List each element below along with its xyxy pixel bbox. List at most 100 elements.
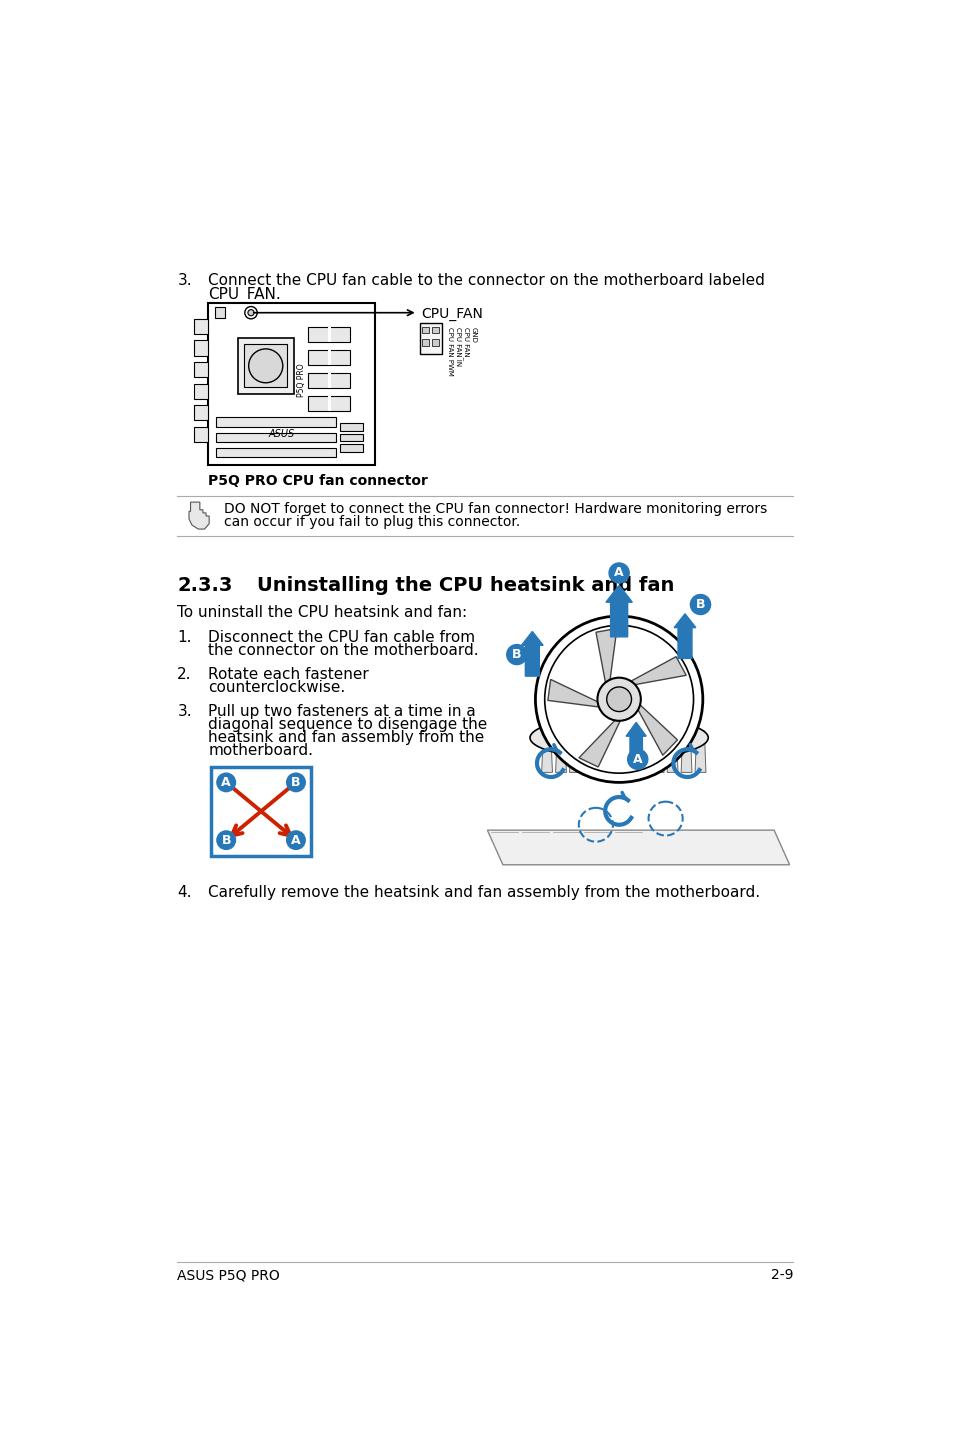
FancyArrow shape	[605, 585, 632, 637]
Ellipse shape	[530, 716, 707, 759]
Circle shape	[216, 831, 235, 850]
Bar	[422, 339, 429, 345]
Polygon shape	[578, 720, 619, 766]
Text: Pull up two fasteners at a time in a: Pull up two fasteners at a time in a	[208, 703, 476, 719]
Circle shape	[608, 562, 629, 582]
Circle shape	[535, 615, 702, 782]
Text: CPU_FAN.: CPU_FAN.	[208, 286, 281, 303]
Bar	[431, 326, 438, 334]
Bar	[328, 395, 331, 411]
Polygon shape	[555, 735, 566, 772]
Text: P5Q PRO: P5Q PRO	[296, 364, 306, 397]
Bar	[419, 322, 441, 354]
Text: counterclockwise.: counterclockwise.	[208, 680, 345, 695]
Bar	[307, 326, 350, 342]
Text: motherboard.: motherboard.	[208, 743, 313, 758]
Bar	[328, 326, 331, 342]
Polygon shape	[541, 738, 552, 772]
Bar	[244, 344, 287, 387]
Polygon shape	[653, 738, 663, 772]
Polygon shape	[597, 738, 608, 772]
Bar	[307, 395, 350, 411]
Text: B: B	[291, 777, 300, 789]
Text: B: B	[695, 598, 704, 611]
Bar	[216, 417, 335, 427]
Text: 3.: 3.	[177, 273, 192, 288]
Circle shape	[597, 677, 640, 720]
Bar	[194, 341, 208, 355]
Bar	[422, 326, 429, 334]
Bar	[194, 319, 208, 334]
Polygon shape	[596, 628, 617, 683]
Polygon shape	[583, 731, 594, 772]
Circle shape	[606, 687, 631, 712]
Circle shape	[248, 309, 253, 316]
Bar	[431, 339, 438, 345]
Text: DO NOT forget to connect the CPU fan connector! Hardware monitoring errors: DO NOT forget to connect the CPU fan con…	[224, 502, 766, 516]
Bar	[194, 406, 208, 420]
Text: A: A	[221, 777, 231, 789]
Circle shape	[506, 644, 526, 664]
Text: heatsink and fan assembly from the: heatsink and fan assembly from the	[208, 731, 484, 745]
Text: B: B	[512, 649, 521, 661]
Polygon shape	[630, 657, 685, 684]
Bar	[340, 434, 363, 441]
Polygon shape	[611, 735, 621, 772]
Text: ASUS: ASUS	[269, 430, 294, 440]
Text: 3.: 3.	[177, 703, 192, 719]
Circle shape	[690, 594, 710, 614]
FancyArrow shape	[521, 631, 542, 676]
Text: the connector on the motherboard.: the connector on the motherboard.	[208, 643, 478, 659]
Circle shape	[286, 774, 305, 792]
Text: To uninstall the CPU heatsink and fan:: To uninstall the CPU heatsink and fan:	[177, 605, 467, 620]
Bar	[328, 349, 331, 365]
Text: ASUS P5Q PRO: ASUS P5Q PRO	[177, 1268, 280, 1283]
Text: Carefully remove the heatsink and fan assembly from the motherboard.: Carefully remove the heatsink and fan as…	[208, 884, 760, 900]
Bar	[194, 362, 208, 377]
Polygon shape	[695, 731, 705, 772]
Polygon shape	[638, 705, 677, 755]
Text: 1.: 1.	[177, 630, 192, 644]
Polygon shape	[639, 731, 649, 772]
Polygon shape	[666, 735, 678, 772]
Text: A: A	[632, 754, 642, 766]
Bar	[307, 349, 350, 365]
Text: A: A	[614, 567, 623, 580]
Text: Disconnect the CPU fan cable from: Disconnect the CPU fan cable from	[208, 630, 475, 644]
Text: CPU FAN_: CPU FAN_	[462, 326, 469, 360]
FancyArrow shape	[674, 614, 695, 659]
FancyArrow shape	[625, 722, 645, 765]
Bar	[214, 308, 225, 318]
Text: B: B	[221, 834, 231, 847]
Text: 2.3.3: 2.3.3	[177, 577, 233, 595]
Text: GND: GND	[470, 326, 476, 342]
Bar	[208, 303, 375, 464]
Circle shape	[216, 774, 235, 792]
Circle shape	[245, 306, 257, 319]
Text: CPU_FAN: CPU_FAN	[421, 306, 483, 321]
Text: A: A	[291, 834, 300, 847]
Polygon shape	[487, 830, 789, 864]
Text: can occur if you fail to plug this connector.: can occur if you fail to plug this conne…	[224, 515, 519, 529]
Text: 2-9: 2-9	[770, 1268, 793, 1283]
Circle shape	[249, 349, 282, 383]
Bar	[307, 372, 350, 388]
Bar	[328, 372, 331, 388]
Bar	[211, 766, 311, 856]
Polygon shape	[680, 733, 691, 772]
Bar	[216, 433, 335, 441]
Bar	[216, 449, 335, 457]
Text: CPU FAN IN: CPU FAN IN	[455, 326, 460, 365]
Polygon shape	[547, 679, 598, 707]
Polygon shape	[624, 733, 636, 772]
Polygon shape	[569, 733, 579, 772]
Text: CPU FAN PWM: CPU FAN PWM	[447, 326, 453, 375]
Text: 2.: 2.	[177, 667, 192, 682]
Text: Uninstalling the CPU heatsink and fan: Uninstalling the CPU heatsink and fan	[257, 577, 674, 595]
Text: Connect the CPU fan cable to the connector on the motherboard labeled: Connect the CPU fan cable to the connect…	[208, 273, 764, 288]
Bar	[194, 384, 208, 398]
Circle shape	[627, 749, 647, 769]
Text: diagonal sequence to disengage the: diagonal sequence to disengage the	[208, 718, 487, 732]
Text: Rotate each fastener: Rotate each fastener	[208, 667, 369, 682]
Text: 4.: 4.	[177, 884, 192, 900]
